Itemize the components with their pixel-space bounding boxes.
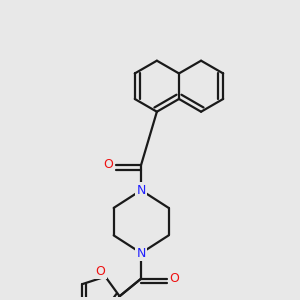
Text: O: O	[95, 265, 105, 278]
Text: O: O	[169, 272, 179, 285]
Text: N: N	[136, 184, 146, 197]
Text: O: O	[103, 158, 113, 171]
Text: N: N	[136, 247, 146, 260]
